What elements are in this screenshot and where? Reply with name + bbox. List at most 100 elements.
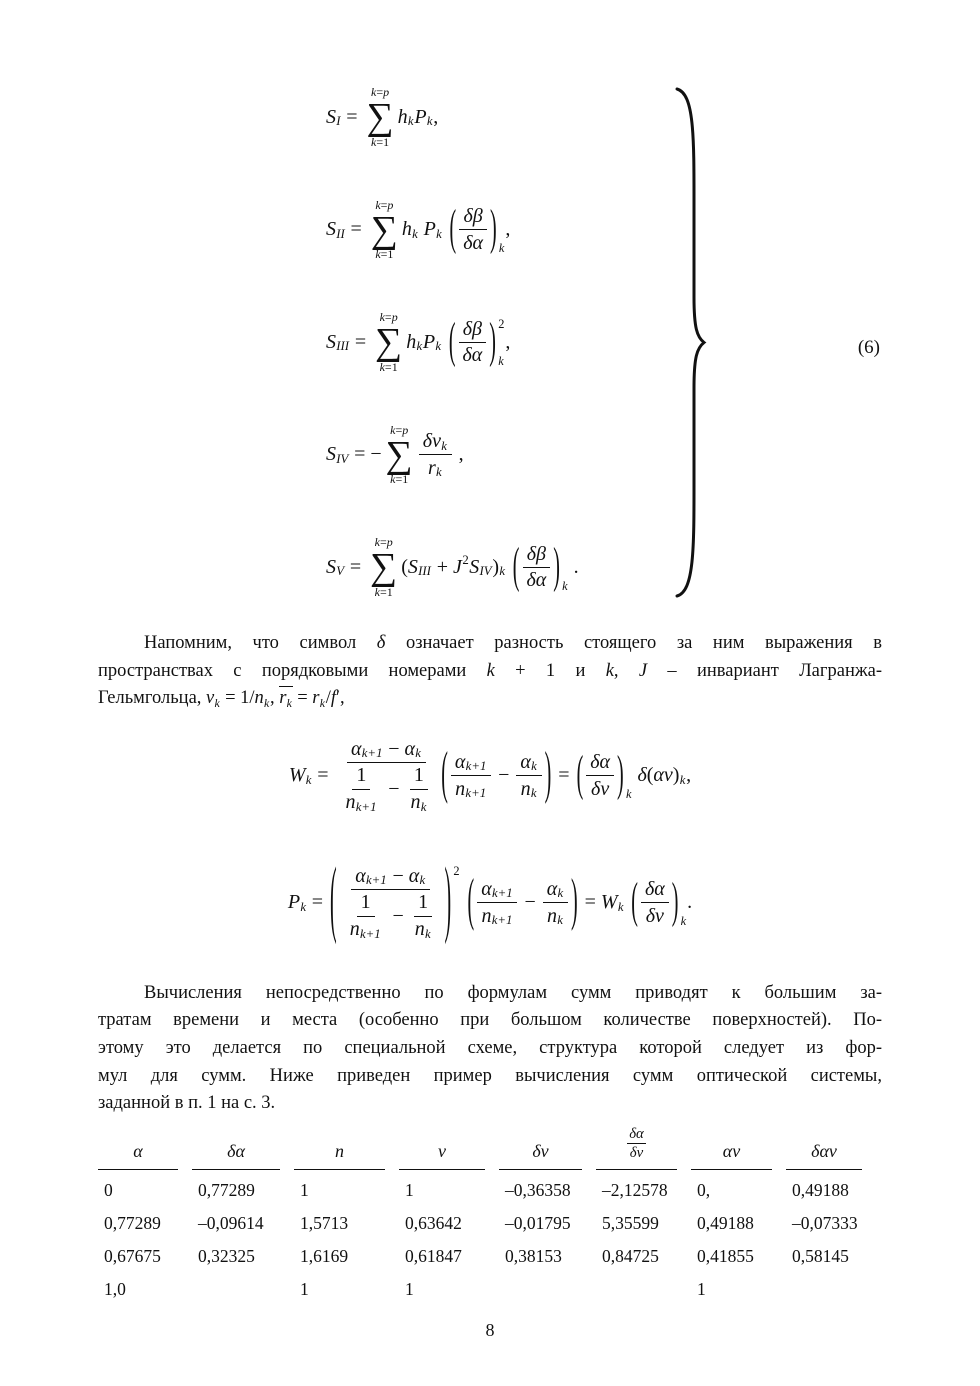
math-rb: α <box>133 1141 142 1161</box>
sigma-symbol: ∑ <box>385 433 413 476</box>
math-u: − <box>383 777 405 800</box>
math-i: p <box>386 535 393 549</box>
math-i: α <box>133 1141 143 1162</box>
math-r: 1 <box>361 891 371 914</box>
math-pg: (δβ δα) k <box>449 201 505 256</box>
right-paren: ) <box>617 747 624 803</box>
math-rb: мул для сумм. Ниже приведен пример вычис… <box>98 1066 882 1086</box>
math-i: k <box>605 660 614 681</box>
math-sum: k = p ∑ k = 1 <box>367 85 394 150</box>
left-paren: ( <box>441 742 448 807</box>
table-cell: 1 <box>300 1279 309 1300</box>
math-f: δν k r k <box>418 430 452 480</box>
right-paren: ) <box>489 313 496 369</box>
table-header-row: α δα n ν δν δα δν αν δαν <box>98 1126 882 1171</box>
math-r: n k+1 <box>350 918 382 941</box>
math-d: I <box>336 114 341 129</box>
math-u: , <box>505 330 511 353</box>
math-f: δβ δα <box>458 317 487 368</box>
math-i: h <box>397 105 408 128</box>
table-cell: 1,5713 <box>300 1213 349 1234</box>
math-i: n <box>546 904 557 927</box>
page-number: 8 <box>485 1320 495 1341</box>
math-d: k <box>415 745 421 760</box>
sigma-symbol: ∑ <box>366 96 394 138</box>
math-u: − <box>387 864 409 887</box>
paragraph-line: тратам времени и места (особенно при бол… <box>98 1007 882 1035</box>
math-r: δα <box>463 232 483 255</box>
math-d: k <box>435 339 442 354</box>
math-u: = <box>292 688 313 709</box>
math-u: – инвариант Лагранжа- <box>647 660 882 681</box>
math-i: S <box>326 330 336 353</box>
math-rb: тратам времени и места (особенно при бол… <box>98 1010 882 1030</box>
paragraph-line: Напомним, что символ δ означает разность… <box>98 630 882 658</box>
math-e: 2 <box>462 552 469 567</box>
math-i: h <box>406 330 417 353</box>
math-u: заданной в п. 1 на с. 3. <box>98 1093 276 1114</box>
math-i: α <box>520 750 531 773</box>
math-i: n <box>335 1141 344 1162</box>
math-u: 1 <box>383 134 390 149</box>
math-d: III <box>336 339 350 354</box>
math-u: = <box>379 535 387 549</box>
math-i: J <box>452 555 462 578</box>
math-i: α <box>355 864 366 887</box>
math-u: = <box>376 134 384 149</box>
math-i: αν <box>722 1141 741 1162</box>
math-i: P <box>287 891 301 914</box>
math-i: δβ <box>462 317 483 340</box>
math-i: δαν <box>811 1141 837 1162</box>
math-f: α k+1 n k+1 <box>477 878 518 928</box>
math-d: k <box>426 114 433 129</box>
math-u: = − <box>349 443 382 466</box>
math-r: δβ <box>463 205 482 228</box>
math-r: δα <box>526 569 546 592</box>
math-r: k = 1 <box>371 135 389 150</box>
math-pg: (δβ δα) 2 k <box>448 314 505 369</box>
math-i: r <box>427 456 436 479</box>
math-i: δα <box>227 1141 245 1162</box>
table-cell: –0,01795 <box>505 1213 571 1234</box>
math-r: k = p <box>375 198 393 213</box>
math-i: P <box>422 330 436 353</box>
math-r: δα <box>590 751 610 774</box>
math-r: δβ <box>527 543 546 566</box>
math-r: k = p <box>375 535 393 550</box>
math-i: δα <box>644 877 665 900</box>
math-u <box>624 891 629 914</box>
table-header-cell: δαν <box>786 1141 862 1171</box>
math-u <box>443 218 448 241</box>
math-d: k <box>286 696 292 711</box>
table-cell: 1,0 <box>104 1279 126 1300</box>
math-d: k <box>499 564 505 579</box>
math-d: k+1 <box>465 786 487 801</box>
left-paren: ( <box>512 538 520 594</box>
math-rb: n <box>335 1141 344 1161</box>
math-r: k = p <box>390 423 408 438</box>
paragraph-line: Гельмгольца, νk = 1/nk, rk = rk/f′, <box>98 685 882 714</box>
table-header-cell: δν <box>499 1141 582 1171</box>
table-row: 1,0 1 1 1 <box>98 1273 882 1306</box>
math-i: S <box>407 555 418 578</box>
math-u: тратам времени и места (особенно при бол… <box>98 1010 882 1031</box>
math-u: − <box>493 764 515 787</box>
math-u: − <box>383 737 405 760</box>
math-rb: пространствах с порядковыми номерами k +… <box>98 661 882 681</box>
math-i: p <box>391 310 398 324</box>
math-d: k <box>441 438 447 453</box>
math-u: ( <box>401 555 408 578</box>
math-r: k = p <box>380 310 398 325</box>
math-pg: (δβ δα) k <box>512 539 568 594</box>
math-i: k <box>390 422 396 437</box>
table-cell: 1 <box>405 1180 414 1201</box>
equation-s4: S IV = − k = p ∑ k = 1 δν k r k , <box>326 423 464 488</box>
